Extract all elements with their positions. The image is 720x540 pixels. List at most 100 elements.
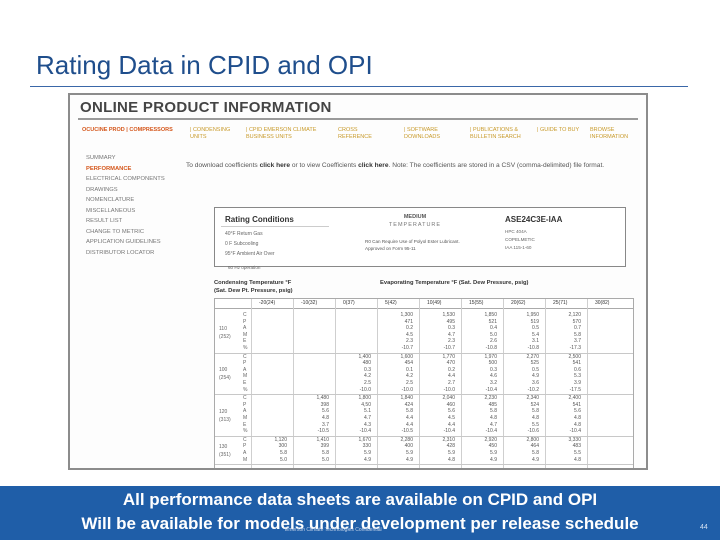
- table-cell: 2,280: [400, 436, 413, 443]
- table-cell: 4.4: [448, 421, 455, 428]
- table-cell: 2,270: [526, 353, 539, 360]
- view-coefficients-link[interactable]: click here: [358, 162, 389, 169]
- table-cell: 2,400: [568, 395, 581, 402]
- sidebar-item-electrical-components[interactable]: ELECTRICAL COMPONENTS: [86, 176, 165, 182]
- table-cell: 3.2: [490, 380, 497, 386]
- group-divider: [215, 464, 633, 466]
- sidebar-item-performance[interactable]: PERFORMANCE: [86, 165, 132, 172]
- table-cell: 4.9: [532, 456, 539, 463]
- table-cell: 2.5: [364, 380, 371, 386]
- table-cell: 5.6: [448, 408, 455, 415]
- table-cell: 0.5: [532, 325, 539, 332]
- table-cell: 480: [362, 360, 371, 367]
- table-cell: 3.7: [322, 421, 329, 428]
- model-line: COPELMETIC: [505, 237, 535, 242]
- column-divider: [251, 299, 252, 468]
- row-metric-label: E: [243, 338, 247, 345]
- column-divider: [419, 299, 420, 468]
- sidebar-item-nomenclature[interactable]: NOMENCLATURE: [86, 197, 135, 203]
- sidebar-item-application-guidelines[interactable]: APPLICATION GUIDELINES: [86, 239, 161, 245]
- table-cell: 4.4: [448, 373, 455, 380]
- table-cell: 525: [530, 360, 539, 367]
- row-metric-label: %: [243, 428, 248, 435]
- table-cell: 300: [278, 443, 287, 450]
- table-cell: 470: [446, 360, 455, 367]
- evaporating-temp-label: Evaporating Temperature °F (Sat. Dew Pre…: [380, 280, 529, 286]
- table-cell: -10.0: [443, 386, 455, 393]
- table-cell: 454: [404, 360, 413, 367]
- sidebar-item-summary[interactable]: SUMMARY: [86, 155, 116, 161]
- table-cell: 524: [530, 401, 539, 408]
- nav-item-compressors[interactable]: OCUCINE PROD | COMPRESSORS: [82, 127, 173, 133]
- table-cell: 483: [572, 443, 581, 450]
- table-cell: 4.8: [490, 415, 497, 421]
- group-divider: [215, 352, 633, 354]
- rating-line: 95°F Ambient Air Over: [225, 251, 275, 257]
- table-cell: 1,400: [358, 353, 371, 360]
- table-cell: 4.8: [574, 421, 581, 428]
- table-cell: 4,50: [361, 401, 371, 408]
- table-cell: 424: [404, 401, 413, 408]
- table-cell: 3.6: [532, 380, 539, 386]
- table-cell: 2,340: [526, 395, 539, 402]
- row-metric-label: E: [243, 421, 247, 428]
- table-cell: 5.5: [532, 421, 539, 428]
- row-metric-label: P: [243, 443, 247, 450]
- sidebar-item-drawings[interactable]: DRAWINGS: [86, 186, 118, 193]
- table-cell: 5.5: [574, 450, 581, 456]
- table-cell: 0.3: [490, 366, 497, 373]
- table-cell: 0.4: [490, 325, 497, 332]
- model-line: IAA 115-1-60: [505, 245, 532, 250]
- table-cell: -10.6: [527, 428, 539, 435]
- download-coefficients-link[interactable]: click here: [259, 162, 291, 169]
- table-cell: 2,310: [442, 436, 455, 443]
- slide-title: Rating Data in CPID and OPI: [36, 50, 373, 80]
- row-metric-label: M: [243, 373, 248, 380]
- download-note-suffix: . Note: The coefficients are stored in a…: [388, 162, 605, 169]
- table-cell: 5.6: [322, 408, 329, 415]
- table-cell: -10.8: [527, 345, 539, 351]
- row-metric-label: P: [243, 318, 247, 325]
- nav-item-guide-to-buy[interactable]: | GUIDE TO BUY: [537, 127, 580, 133]
- row-metric-label: M: [243, 456, 248, 463]
- nav-item-cross-reference[interactable]: CROSS REFERENCE: [338, 127, 372, 140]
- table-cell: -10.4: [485, 428, 497, 435]
- sidebar-item-miscellaneous[interactable]: MISCELLANEOUS: [86, 207, 136, 214]
- table-cell: 5.9: [490, 450, 497, 456]
- nav-item-publications[interactable]: | PUBLICATIONS & BULLETIN SEARCH: [470, 127, 521, 140]
- sidebar-item-distributor-locator[interactable]: DISTRIBUTOR LOCATOR: [86, 249, 155, 256]
- table-cell: 4.9: [532, 373, 539, 380]
- table-cell: 0.5: [532, 366, 539, 373]
- nav-item-condensing-units[interactable]: | CONDENSING UNITS: [190, 127, 231, 140]
- row-metric-label: C: [243, 353, 247, 360]
- temperature-class-sub: TEMPERATURE: [388, 222, 442, 228]
- nav-item-software-downloads[interactable]: | SOFTWARE DOWNLOADS: [404, 127, 441, 140]
- table-cell: 450: [488, 443, 497, 450]
- title-divider: [30, 86, 688, 87]
- table-cell: 0.2: [448, 366, 455, 373]
- table-cell: 500: [488, 360, 497, 367]
- table-cell: 4.7: [448, 331, 455, 338]
- table-cell: 2,500: [568, 353, 581, 360]
- row-metric-label: A: [243, 408, 247, 415]
- sidebar-item-result-list[interactable]: RESULT LIST: [86, 218, 123, 224]
- banner-line-2: Will be available for models under devel…: [81, 514, 639, 533]
- opi-screenshot: ONLINE PRODUCT INFORMATION OCUCINE PROD …: [68, 93, 648, 470]
- condensing-psig: (252): [219, 333, 231, 340]
- condensing-psig: (351): [219, 452, 231, 458]
- table-cell: 1,410: [316, 436, 329, 443]
- table-cell: 1,480: [316, 395, 329, 402]
- column-divider: [587, 299, 588, 468]
- table-cell: 4.8: [532, 415, 539, 421]
- sidebar-item-change-to-metric[interactable]: CHANGE TO METRIC: [86, 228, 145, 235]
- table-cell: 2.7: [448, 380, 455, 386]
- nav-item-cpid[interactable]: | CPID EMERSON CLIMATE BUSINESS UNITS: [246, 127, 317, 140]
- table-cell: 0.3: [364, 366, 371, 373]
- condensing-temp: 120: [219, 409, 228, 415]
- table-cell: -10.4: [569, 428, 581, 435]
- table-cell: 5.9: [364, 450, 371, 456]
- table-cell: 5.8: [322, 450, 329, 456]
- table-cell: 4.7: [364, 415, 371, 421]
- nav-item-browse-information[interactable]: BROWSE INFORMATION: [590, 127, 629, 140]
- temperature-class-title: MEDIUM: [403, 214, 427, 220]
